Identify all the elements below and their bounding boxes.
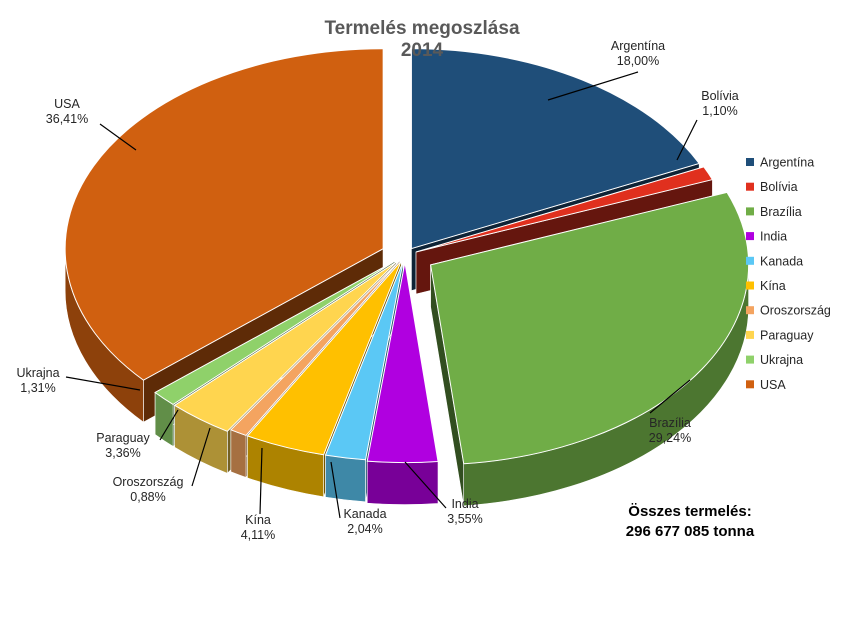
label-name-india: India xyxy=(451,497,478,511)
legend-swatch-india xyxy=(746,232,754,241)
legend-swatch-brazilia xyxy=(746,207,754,216)
total-value: 296 677 085 tonna xyxy=(626,523,755,540)
legend-swatch-kina xyxy=(746,281,754,290)
legend-label-india: India xyxy=(760,230,787,244)
leader-line-paraguay xyxy=(159,409,179,441)
chart-subtitle: 2014 xyxy=(401,40,444,61)
label-name-ukrajna: Ukrajna xyxy=(16,366,59,380)
legend-swatch-usa xyxy=(746,380,754,389)
label-value-oroszorszag: 0,88% xyxy=(130,490,165,504)
leader-line-bolivia xyxy=(676,119,698,161)
legend-label-usa: USA xyxy=(760,378,786,392)
label-value-argentina: 18,00% xyxy=(617,54,659,68)
legend-label-paraguay: Paraguay xyxy=(760,328,814,342)
label-name-kanada: Kanada xyxy=(343,507,386,521)
slice-paraguay xyxy=(173,261,397,432)
legend-label-brazilia: Brazília xyxy=(760,205,802,219)
label-value-kina: 4,11% xyxy=(241,528,276,542)
total-label: Összes termelés: xyxy=(628,503,751,520)
label-name-usa: USA xyxy=(54,97,80,111)
label-name-brazilia: Brazília xyxy=(649,416,691,430)
leader-line-usa xyxy=(99,123,137,151)
label-value-kanada: 2,04% xyxy=(347,522,382,536)
pie-top-layer xyxy=(64,48,750,465)
legend-label-kina: Kína xyxy=(760,279,786,293)
label-value-usa: 36,41% xyxy=(46,112,88,126)
label-name-kina: Kína xyxy=(245,513,271,527)
label-name-paraguay: Paraguay xyxy=(96,431,150,445)
leader-line-argentina xyxy=(547,71,639,101)
chart-title: Termelés megoszlása xyxy=(324,18,519,39)
legend-label-bolivia: Bolívia xyxy=(760,180,798,194)
leader-line-india xyxy=(404,461,447,509)
legend-swatch-ukrajna xyxy=(746,355,754,364)
slice-india xyxy=(366,262,439,464)
slice-ukrajna xyxy=(154,260,396,406)
label-value-paraguay: 3,36% xyxy=(105,446,140,460)
legend-label-kanada: Kanada xyxy=(760,254,803,268)
slice-kanada xyxy=(324,261,404,461)
slice-usa xyxy=(64,48,384,381)
label-value-bolivia: 1,10% xyxy=(702,104,737,118)
leader-line-kanada xyxy=(330,461,341,519)
slice-bolivia xyxy=(415,166,714,253)
legend-swatch-paraguay xyxy=(746,330,754,339)
legend-label-ukrajna: Ukrajna xyxy=(760,353,803,367)
slice-oroszorszag xyxy=(229,260,401,437)
leader-line-ukrajna xyxy=(65,376,141,391)
label-name-bolivia: Bolívia xyxy=(701,89,739,103)
label-value-brazilia: 29,24% xyxy=(649,431,691,445)
leader-lines xyxy=(65,71,698,519)
label-name-argentina: Argentína xyxy=(611,39,665,53)
legend-label-argentina: Argentína xyxy=(760,156,814,170)
legend-swatch-argentina xyxy=(746,158,754,166)
leader-line-brazilia xyxy=(649,379,691,414)
label-value-ukrajna: 1,31% xyxy=(20,381,55,395)
slice-argentina xyxy=(410,48,700,250)
legend-label-oroszorszag: Oroszország xyxy=(760,304,831,318)
slice-kina xyxy=(246,260,402,456)
legend-swatch-bolivia xyxy=(746,182,754,191)
label-value-india: 3,55% xyxy=(447,512,482,526)
legend-swatch-kanada xyxy=(746,256,754,265)
leader-line-oroszorszag xyxy=(191,427,211,487)
label-name-oroszorszag: Oroszország xyxy=(113,475,184,489)
leader-line-kina xyxy=(259,447,263,515)
legend-swatch-oroszorszag xyxy=(746,306,754,315)
legend: Argentína Bolívia Brazília India Kanada Kína O… xyxy=(746,156,831,392)
